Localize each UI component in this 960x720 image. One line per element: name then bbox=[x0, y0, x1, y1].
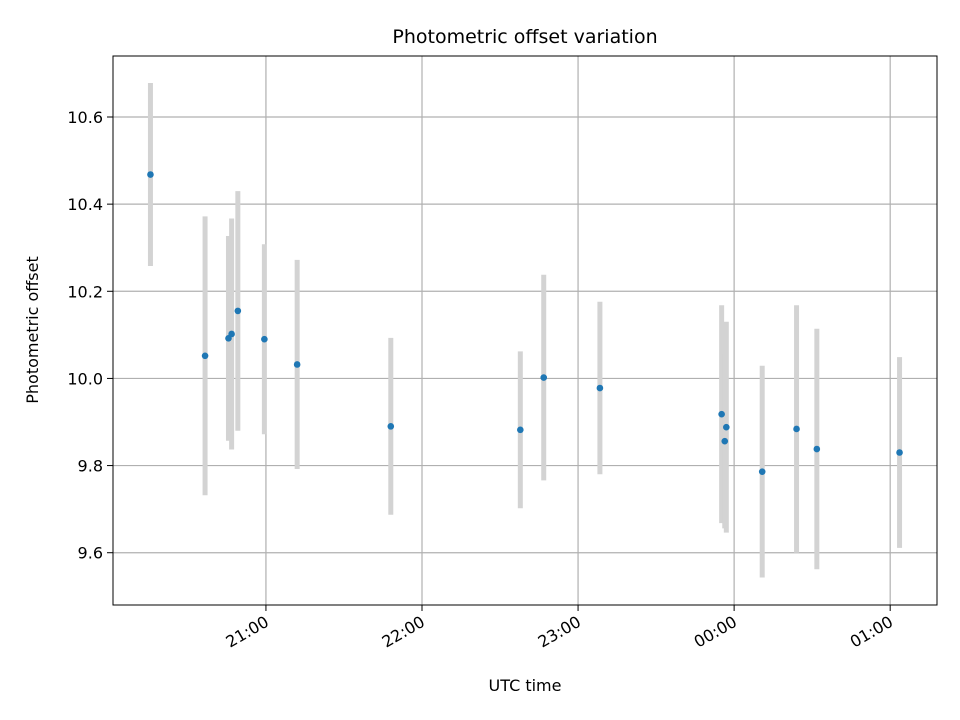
data-point bbox=[813, 445, 821, 453]
data-point bbox=[721, 437, 729, 445]
data-point bbox=[517, 426, 524, 434]
plot-frame bbox=[112, 55, 938, 606]
y-axis-title: Photometric offset bbox=[23, 256, 42, 404]
grid bbox=[113, 56, 937, 605]
y-tick-label: 10.4 bbox=[67, 195, 103, 214]
data-point bbox=[293, 361, 301, 368]
data-point bbox=[596, 384, 604, 392]
data-point bbox=[540, 374, 548, 381]
data-points bbox=[147, 171, 903, 475]
data-point bbox=[758, 468, 766, 475]
y-axis-ticks: 9.6 9.8 10.0 10.2 10.4 10.6 bbox=[67, 108, 113, 563]
data-point bbox=[228, 330, 235, 338]
data-point bbox=[896, 449, 903, 456]
data-point bbox=[147, 171, 154, 178]
data-point bbox=[387, 423, 395, 430]
data-point bbox=[723, 423, 730, 431]
data-point bbox=[793, 425, 800, 433]
y-tick-label: 10.0 bbox=[67, 369, 103, 388]
y-tick-label: 10.6 bbox=[67, 108, 103, 127]
y-tick-label: 10.2 bbox=[67, 282, 103, 301]
data-point bbox=[234, 307, 242, 315]
data-point bbox=[261, 335, 268, 343]
data-point bbox=[718, 410, 725, 418]
y-tick-label: 9.8 bbox=[78, 457, 103, 476]
data-point bbox=[201, 352, 209, 360]
y-tick-label: 9.6 bbox=[78, 544, 103, 563]
x-axis-title: UTC time bbox=[489, 676, 562, 695]
chart-title: Photometric offset variation bbox=[392, 26, 657, 48]
